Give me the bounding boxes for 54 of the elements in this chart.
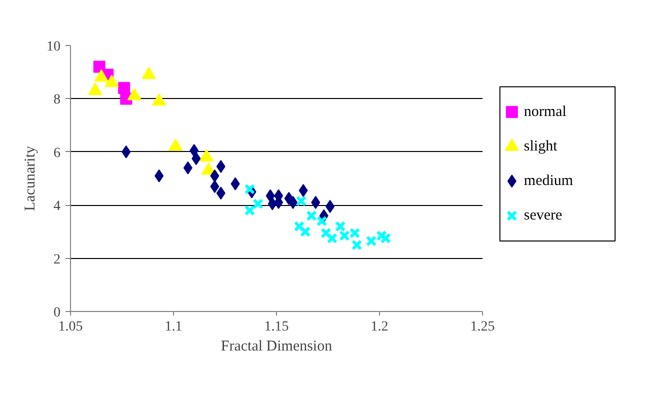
legend-label: normal <box>524 104 566 120</box>
legend-label: slight <box>524 138 558 155</box>
x-axis-title: Fractal Dimension <box>220 338 333 354</box>
point <box>300 226 311 238</box>
x-tick-label: 1.1 <box>164 320 182 334</box>
point <box>244 184 256 195</box>
point <box>216 160 226 174</box>
x-tick-label: 1.2 <box>370 320 388 334</box>
legend-label: severe <box>524 208 563 224</box>
point <box>326 200 335 213</box>
point <box>142 66 156 80</box>
legend-label: medium <box>524 173 574 190</box>
point <box>210 169 220 182</box>
point <box>168 138 183 151</box>
point <box>154 169 164 182</box>
point <box>294 220 305 232</box>
y-tick-label: 2 <box>54 252 60 268</box>
y-tick-label: 8 <box>54 92 60 108</box>
y-axis-title: Lacunarity <box>22 146 38 211</box>
point <box>366 236 377 246</box>
point <box>192 152 201 166</box>
point <box>122 145 131 158</box>
point <box>152 93 166 106</box>
point <box>316 216 328 226</box>
point <box>296 196 307 206</box>
point <box>88 82 102 95</box>
point <box>326 232 338 244</box>
point <box>334 220 346 232</box>
x-tick-label: 1.15 <box>264 320 289 334</box>
point <box>230 177 240 190</box>
point <box>268 197 277 210</box>
point <box>298 184 308 197</box>
point <box>244 205 256 216</box>
point <box>288 196 298 209</box>
point <box>380 232 392 244</box>
y-tick-label: 4 <box>54 199 60 214</box>
point <box>252 198 264 210</box>
point <box>306 210 317 222</box>
point <box>183 161 192 174</box>
point <box>104 74 119 87</box>
x-tick-label: 1.05 <box>58 320 83 334</box>
point <box>127 88 142 100</box>
point <box>118 82 130 94</box>
point <box>216 186 226 200</box>
point <box>199 149 214 162</box>
point <box>351 240 362 250</box>
y-tick-label: 10 <box>46 40 60 54</box>
y-tick-label: 0 <box>54 306 60 320</box>
y-tick-label: 6 <box>54 146 60 161</box>
x-tick-label: 1.25 <box>470 320 495 334</box>
point <box>320 228 332 238</box>
point <box>94 69 108 82</box>
point <box>311 196 320 209</box>
point <box>210 180 220 193</box>
